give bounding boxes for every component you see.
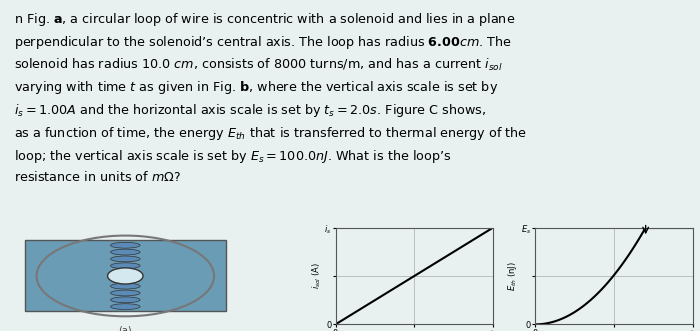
- Ellipse shape: [111, 270, 140, 275]
- Text: n Fig. $\mathbf{a}$, a circular loop of wire is concentric with a solenoid and l: n Fig. $\mathbf{a}$, a circular loop of …: [14, 11, 527, 184]
- Y-axis label: $i_{sol}$ (A): $i_{sol}$ (A): [310, 262, 323, 290]
- Ellipse shape: [108, 268, 143, 284]
- Ellipse shape: [111, 297, 140, 303]
- Ellipse shape: [111, 263, 140, 269]
- Text: (a): (a): [118, 326, 132, 331]
- Ellipse shape: [111, 249, 140, 255]
- Y-axis label: $E_{th}$ (nJ): $E_{th}$ (nJ): [507, 261, 519, 291]
- Ellipse shape: [111, 256, 140, 262]
- Ellipse shape: [111, 242, 140, 248]
- Ellipse shape: [111, 283, 140, 289]
- Ellipse shape: [111, 276, 140, 282]
- Ellipse shape: [111, 304, 140, 309]
- Ellipse shape: [111, 290, 140, 296]
- Bar: [25, 240, 226, 311]
